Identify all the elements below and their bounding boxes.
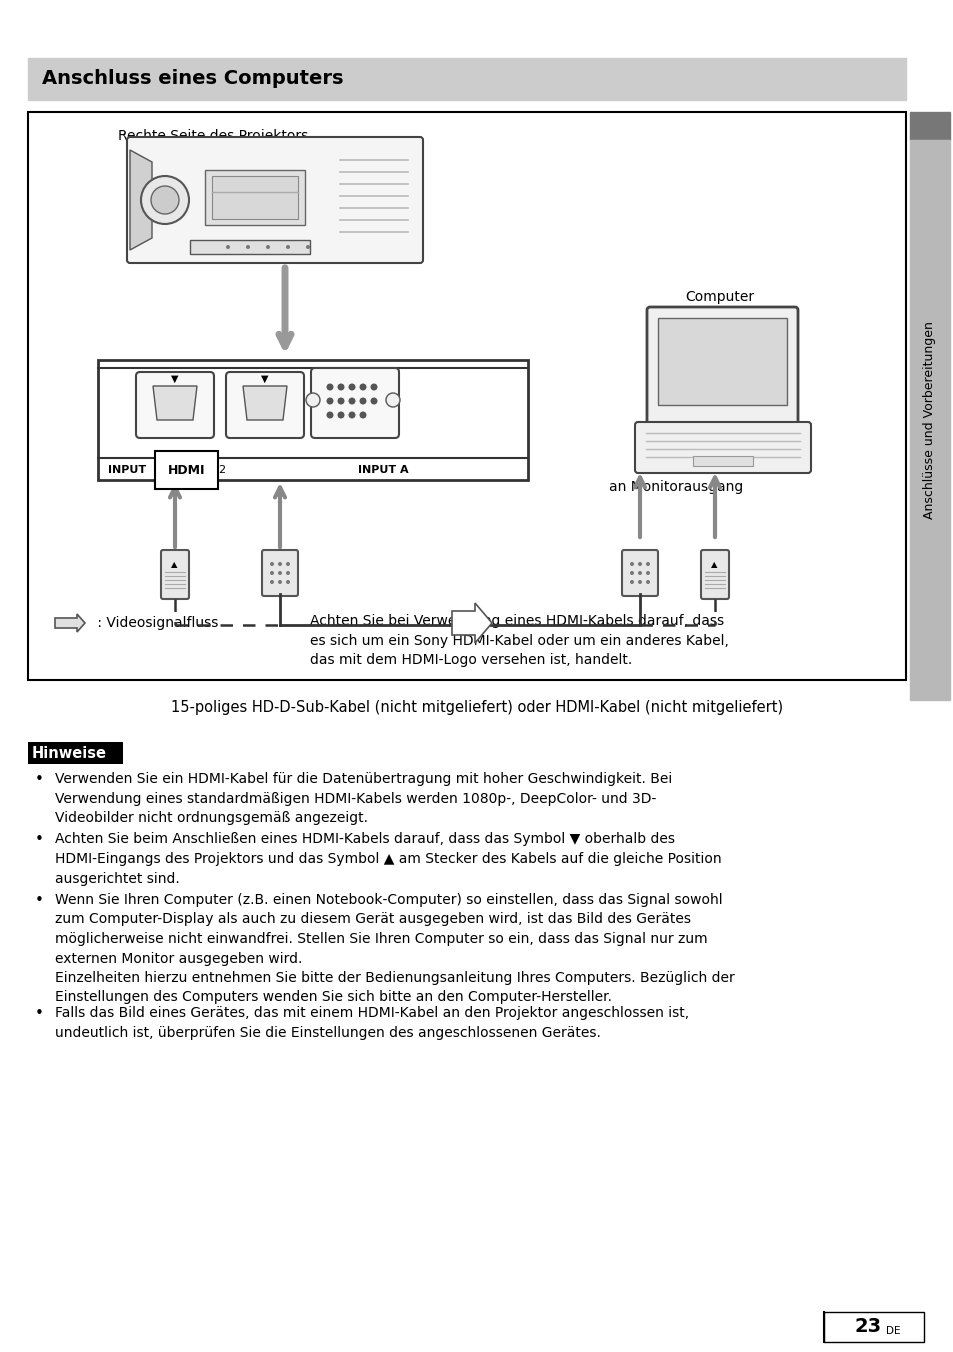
- Circle shape: [359, 384, 366, 391]
- Circle shape: [270, 571, 274, 575]
- Bar: [190, 241, 310, 254]
- Circle shape: [306, 245, 310, 249]
- Text: 1: 1: [156, 465, 163, 475]
- Circle shape: [348, 397, 355, 404]
- Bar: [28, 112, 905, 680]
- FancyBboxPatch shape: [262, 550, 297, 596]
- Circle shape: [226, 245, 230, 249]
- Circle shape: [270, 580, 274, 584]
- Polygon shape: [55, 614, 85, 631]
- Circle shape: [629, 571, 634, 575]
- Circle shape: [326, 411, 334, 419]
- Bar: [205, 170, 305, 224]
- FancyBboxPatch shape: [136, 372, 213, 438]
- Text: 2: 2: [218, 465, 225, 475]
- FancyBboxPatch shape: [161, 550, 189, 599]
- Circle shape: [645, 562, 649, 566]
- Circle shape: [326, 384, 334, 391]
- Circle shape: [359, 411, 366, 419]
- Text: •: •: [35, 1006, 44, 1021]
- Circle shape: [348, 411, 355, 419]
- Bar: [823, 1311, 923, 1343]
- Circle shape: [386, 393, 399, 407]
- Circle shape: [326, 397, 334, 404]
- Circle shape: [277, 580, 282, 584]
- Text: Verwenden Sie ein HDMI-Kabel für die Datenübertragung mit hoher Geschwindigkeit.: Verwenden Sie ein HDMI-Kabel für die Dat…: [55, 772, 672, 825]
- Circle shape: [246, 245, 250, 249]
- Text: •: •: [35, 894, 44, 909]
- Circle shape: [337, 384, 344, 391]
- Circle shape: [629, 562, 634, 566]
- Text: Wenn Sie Ihren Computer (z.B. einen Notebook-Computer) so einstellen, dass das S: Wenn Sie Ihren Computer (z.B. einen Note…: [55, 894, 734, 1005]
- Bar: [658, 318, 786, 406]
- Text: 15-poliges HD-D-Sub-Kabel (nicht mitgeliefert) oder HDMI-Kabel (nicht mitgeliefe: 15-poliges HD-D-Sub-Kabel (nicht mitgeli…: [171, 700, 782, 715]
- Bar: [909, 112, 949, 141]
- Text: Computer: Computer: [684, 289, 754, 304]
- Polygon shape: [243, 387, 287, 420]
- Circle shape: [286, 571, 290, 575]
- Bar: [909, 141, 949, 700]
- Circle shape: [141, 176, 189, 224]
- Text: : Videosignalfluss: : Videosignalfluss: [92, 617, 218, 630]
- Text: ▼: ▼: [171, 375, 178, 384]
- Circle shape: [629, 580, 634, 584]
- Bar: [98, 360, 527, 480]
- Text: ▼: ▼: [261, 375, 268, 384]
- FancyBboxPatch shape: [621, 550, 658, 596]
- Circle shape: [277, 562, 282, 566]
- Text: Anschluss eines Computers: Anschluss eines Computers: [42, 69, 343, 88]
- Circle shape: [270, 562, 274, 566]
- FancyBboxPatch shape: [646, 307, 797, 429]
- Circle shape: [645, 580, 649, 584]
- Text: ▲: ▲: [710, 560, 717, 569]
- Circle shape: [286, 580, 290, 584]
- Circle shape: [638, 580, 641, 584]
- FancyBboxPatch shape: [226, 372, 304, 438]
- Text: Rechte Seite des Projektors: Rechte Seite des Projektors: [118, 128, 308, 143]
- Bar: [28, 742, 123, 764]
- Text: HDMI: HDMI: [168, 464, 205, 476]
- Circle shape: [286, 562, 290, 566]
- Circle shape: [306, 393, 319, 407]
- Polygon shape: [452, 603, 492, 644]
- Text: ▲: ▲: [171, 560, 177, 569]
- Circle shape: [337, 397, 344, 404]
- Text: Hinweise: Hinweise: [32, 745, 107, 760]
- Circle shape: [277, 571, 282, 575]
- Circle shape: [638, 571, 641, 575]
- Text: INPUT A: INPUT A: [357, 465, 408, 475]
- Text: DE: DE: [885, 1326, 900, 1336]
- Circle shape: [266, 245, 270, 249]
- Circle shape: [151, 187, 179, 214]
- Bar: [28, 58, 905, 100]
- FancyBboxPatch shape: [700, 550, 728, 599]
- Bar: [212, 176, 297, 219]
- Bar: [692, 456, 752, 466]
- Text: an Monitorausgang: an Monitorausgang: [608, 480, 742, 493]
- Text: 23: 23: [854, 1317, 881, 1337]
- Text: •: •: [35, 772, 44, 787]
- Text: •: •: [35, 833, 44, 848]
- Text: Achten Sie bei Verwendung eines HDMI-Kabels darauf, dass
es sich um ein Sony HDM: Achten Sie bei Verwendung eines HDMI-Kab…: [310, 614, 728, 667]
- FancyBboxPatch shape: [311, 368, 398, 438]
- Circle shape: [348, 384, 355, 391]
- Circle shape: [645, 571, 649, 575]
- Text: Achten Sie beim Anschließen eines HDMI-Kabels darauf, dass das Symbol ▼ oberhalb: Achten Sie beim Anschließen eines HDMI-K…: [55, 833, 720, 886]
- Text: Falls das Bild eines Gerätes, das mit einem HDMI-Kabel an den Projektor angeschl: Falls das Bild eines Gerätes, das mit ei…: [55, 1006, 688, 1040]
- Text: INPUT: INPUT: [108, 465, 146, 475]
- Circle shape: [370, 384, 377, 391]
- Circle shape: [638, 562, 641, 566]
- Polygon shape: [130, 150, 152, 250]
- FancyBboxPatch shape: [127, 137, 422, 264]
- Polygon shape: [152, 387, 196, 420]
- Circle shape: [286, 245, 290, 249]
- FancyBboxPatch shape: [635, 422, 810, 473]
- Circle shape: [370, 397, 377, 404]
- Circle shape: [337, 411, 344, 419]
- Text: Anschlüsse und Vorbereitungen: Anschlüsse und Vorbereitungen: [923, 320, 936, 519]
- Circle shape: [359, 397, 366, 404]
